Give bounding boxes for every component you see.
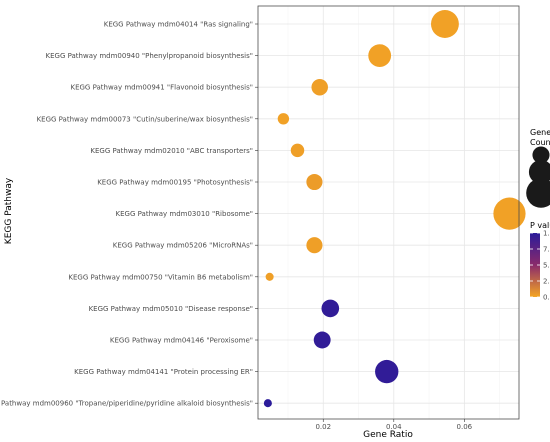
data-point — [313, 331, 331, 349]
data-point — [321, 299, 340, 318]
data-point — [311, 78, 328, 96]
y-tick-label: KEGG Pathway mdm00960 "Tropane/piperidin… — [0, 400, 253, 408]
size-legend-circle — [532, 146, 550, 164]
color-legend-label: 5.0e-01 — [543, 262, 550, 270]
data-point — [277, 113, 290, 125]
y-tick-label: KEGG Pathway mdm00941 "Flavonoid biosynt… — [70, 84, 253, 92]
data-point — [375, 359, 399, 384]
size-legend: Gene Count 255075 — [526, 128, 550, 208]
y-tick-label: KEGG Pathway mdm03010 "Ribosome" — [116, 210, 253, 218]
data-points — [263, 10, 526, 408]
color-bar — [530, 233, 540, 297]
x-tick-label: 0.02 — [315, 423, 331, 431]
data-point — [368, 44, 392, 67]
color-legend-label: 7.5e-01 — [543, 246, 550, 254]
data-point — [290, 143, 305, 158]
x-axis-title: Gene Ratio — [363, 430, 413, 440]
color-legend: P value 1.0e+00 7.5e-01 5.0e-01 2.5e-01 0.0e… — [530, 221, 550, 302]
x-tick-labels: 0.02 0.04 0.06 — [315, 419, 473, 431]
size-legend-circle — [528, 159, 550, 185]
y-tick-label: KEGG Pathway mdm02010 "ABC transporters" — [90, 147, 253, 155]
size-legend-title-line2: Count — [530, 138, 550, 147]
grid-lines — [258, 6, 519, 419]
x-tick-label: 0.06 — [457, 423, 473, 431]
x-tick-label: 0.04 — [386, 423, 402, 431]
y-axis-title: KEGG Pathway — [4, 177, 14, 244]
color-legend-label: 2.5e-01 — [543, 278, 550, 286]
y-tick-label: KEGG Pathway mdm04146 "Peroxisome" — [110, 337, 253, 345]
size-legend-circle — [526, 178, 550, 208]
y-tick-label: KEGG Pathway mdm05206 "MicroRNAs" — [113, 242, 253, 250]
data-point — [430, 10, 459, 38]
plot-panel — [257, 5, 520, 420]
data-point — [306, 173, 323, 191]
y-tick-label: KEGG Pathway mdm04141 "Protein processin… — [74, 368, 253, 376]
data-point — [493, 197, 526, 230]
y-tick-label: KEGG Pathway mdm00750 "Vitamin B6 metabo… — [68, 273, 253, 281]
size-legend-title-line1: Gene — [530, 128, 550, 137]
y-tick-label: KEGG Pathway mdm05010 "Disease response" — [89, 305, 253, 313]
data-point — [265, 272, 274, 281]
y-tick-label: KEGG Pathway mdm00195 "Photosynthesis" — [97, 179, 253, 187]
y-tick-label: KEGG Pathway mdm04014 "Ras signaling" — [104, 21, 253, 29]
y-tick-label: KEGG Pathway mdm00940 "Phenylpropanoid b… — [46, 52, 254, 60]
data-point — [263, 399, 272, 408]
y-tick-labels: KEGG Pathway mdm04014 "Ras signaling" KEG… — [0, 21, 258, 408]
data-point — [306, 237, 323, 254]
color-legend-title: P value — [530, 221, 550, 230]
color-legend-label: 1.0e+00 — [543, 230, 550, 238]
color-legend-label: 0.0e+00 — [543, 294, 550, 302]
y-tick-label: KEGG Pathway mdm00073 "Cutin/suberine/wa… — [37, 115, 253, 123]
